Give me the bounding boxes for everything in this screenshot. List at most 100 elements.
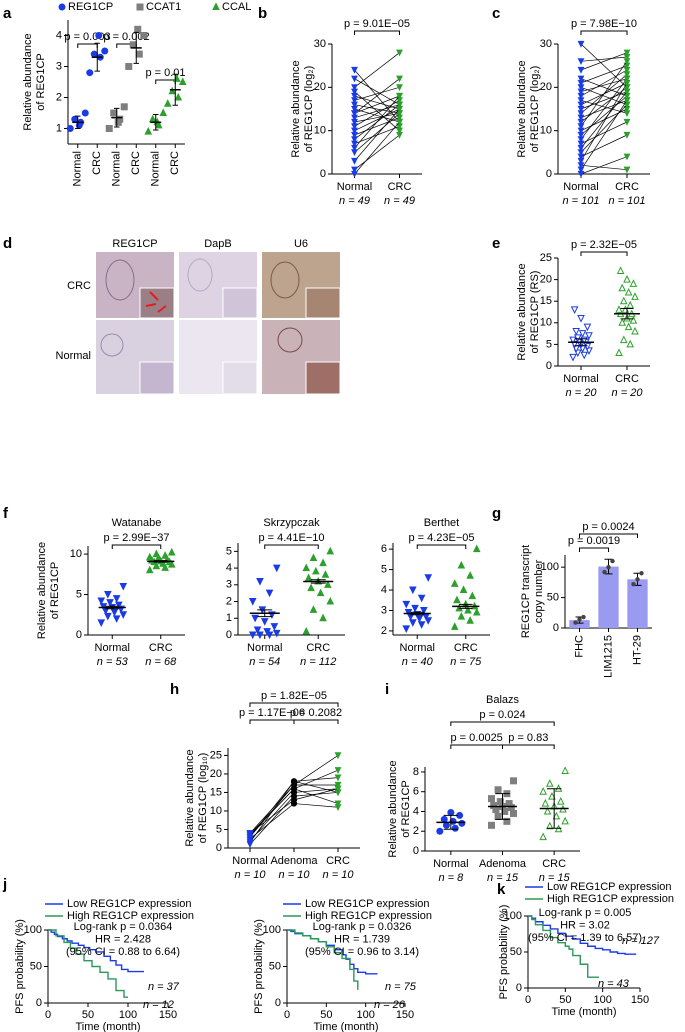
n-label: n = 43 — [598, 978, 630, 990]
column-label: DapB — [204, 238, 232, 250]
y-axis-label: REG1CP transcript — [520, 545, 532, 638]
y-tick-label: 25 — [210, 749, 222, 761]
data-point — [577, 110, 585, 118]
data-point — [440, 815, 448, 823]
y-tick-label: 5 — [76, 588, 82, 600]
data-point — [624, 287, 633, 296]
data-point — [66, 125, 74, 132]
data-point — [618, 283, 627, 292]
n-label: n = 49 — [339, 195, 370, 207]
data-point — [626, 339, 635, 348]
survival-curve — [528, 915, 637, 955]
data-point — [75, 121, 83, 129]
data-point — [112, 615, 121, 623]
n-label: n = 20 — [612, 387, 644, 399]
pair-line — [580, 65, 628, 84]
data-point — [272, 629, 281, 638]
data-point — [577, 149, 585, 157]
bracket — [77, 43, 98, 48]
y-axis-label: Relative abundance — [516, 263, 528, 360]
x-tick-label: Adenoma — [270, 855, 318, 867]
data-point — [351, 84, 358, 92]
data-point — [494, 786, 502, 794]
data-point — [606, 564, 611, 570]
error-bar — [75, 115, 81, 129]
pair-line — [354, 108, 400, 162]
data-point — [417, 594, 426, 603]
data-point — [629, 279, 638, 287]
data-point — [539, 832, 547, 841]
data-point — [569, 336, 577, 345]
data-point — [411, 604, 419, 613]
data-point — [256, 631, 264, 640]
data-point — [148, 114, 157, 123]
tissue — [187, 258, 213, 292]
y-tick-label: 0 — [546, 168, 552, 180]
data-point — [543, 806, 552, 815]
data-point — [304, 573, 313, 582]
y-tick-label: 4 — [56, 29, 62, 41]
y-tick-label: 50 — [30, 960, 42, 972]
n-label: n = 10 — [279, 869, 311, 881]
data-point — [635, 577, 640, 582]
pair-line — [354, 95, 400, 149]
bracket — [249, 719, 295, 724]
y-axis-label: PFS probability (%) — [14, 919, 26, 1014]
y-axis-label: of REG1CP (log₂) — [529, 66, 541, 153]
legend-label: CCAT1 — [146, 1, 181, 13]
y-tick-label: 5 — [226, 545, 232, 557]
p-value: p = 4.23E−05 — [408, 532, 474, 544]
y-tick-label: 10 — [314, 125, 326, 137]
data-point — [110, 109, 118, 117]
data-point — [556, 796, 565, 805]
x-tick-label: Normal — [563, 181, 598, 193]
data-point — [334, 774, 342, 782]
data-point — [503, 817, 511, 825]
y-tick-label: 2 — [413, 825, 419, 837]
data-point — [260, 618, 269, 626]
error-bar — [443, 814, 459, 830]
y-tick-label: 20 — [540, 81, 552, 93]
error-bar — [574, 338, 588, 347]
y-tick-label: 0 — [546, 360, 552, 372]
data-point — [577, 162, 585, 170]
pair-line — [580, 95, 628, 136]
data-point — [447, 808, 455, 816]
data-point — [496, 798, 504, 806]
data-point — [494, 812, 502, 820]
data-point — [115, 601, 123, 610]
y-tick-label: 0 — [275, 997, 281, 1009]
bracket — [502, 744, 555, 749]
pair-line — [354, 104, 400, 119]
error-bar — [257, 609, 273, 618]
data-point — [168, 86, 177, 95]
data-point — [572, 327, 581, 336]
panel-title: Watanabe — [112, 517, 162, 529]
data-point — [152, 561, 161, 570]
data-point — [577, 314, 585, 323]
bar — [598, 566, 619, 628]
data-point — [246, 830, 254, 837]
data-point — [104, 591, 112, 599]
data-point — [631, 582, 636, 587]
data-point — [626, 300, 635, 309]
n-label: n = 127 — [622, 935, 660, 947]
column-label: U6 — [294, 238, 308, 250]
y-tick-label: 5 — [216, 823, 222, 835]
data-point — [577, 66, 585, 74]
data-point — [577, 40, 585, 48]
bracket — [264, 544, 319, 549]
pair-line — [580, 156, 628, 175]
data-point — [351, 101, 358, 109]
legend-label: REG1CP — [68, 1, 113, 13]
n-label: n = 40 — [402, 656, 434, 668]
column-label: REG1CP — [112, 238, 157, 250]
annotation: Log-rank p = 0.0364 — [74, 921, 173, 933]
n-label: n = 68 — [145, 656, 177, 668]
bar — [627, 579, 648, 628]
data-point — [396, 75, 403, 83]
x-tick-label: CRC — [149, 642, 173, 654]
data-point — [585, 332, 593, 340]
bracket — [354, 30, 400, 35]
data-point — [351, 157, 358, 165]
